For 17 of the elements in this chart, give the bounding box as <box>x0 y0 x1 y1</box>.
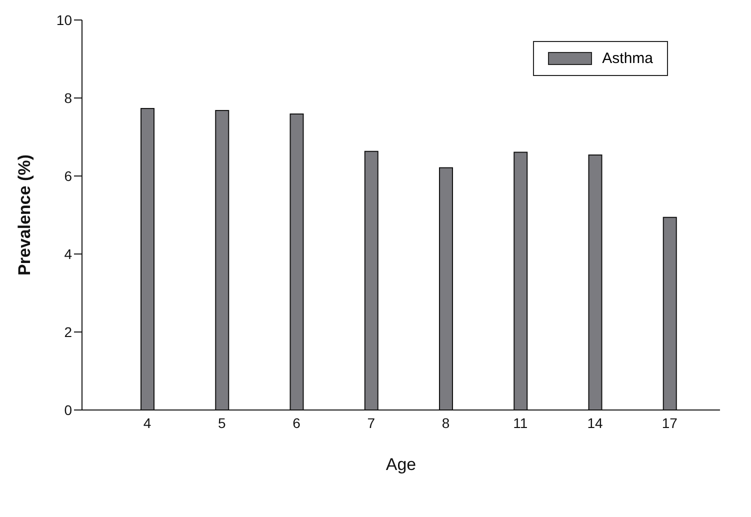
y-tick-label: 2 <box>64 324 72 340</box>
y-tick-label: 4 <box>64 246 72 262</box>
y-tick-label: 0 <box>64 402 72 418</box>
y-axis-title: Prevalence (%) <box>15 154 34 276</box>
y-tick-label: 10 <box>56 12 72 28</box>
y-tick-label: 6 <box>64 168 72 184</box>
x-tick-label: 6 <box>292 414 301 431</box>
x-tick-label: 7 <box>367 414 376 431</box>
y-tick-label: 8 <box>64 90 72 106</box>
x-tick-label: 14 <box>587 414 604 431</box>
x-axis-title: Age <box>386 455 416 474</box>
x-tick-label: 17 <box>662 414 678 431</box>
x-tick-label: 11 <box>513 414 528 431</box>
legend-label: Asthma <box>602 50 653 67</box>
x-tick-label: 4 <box>143 414 152 431</box>
x-tick-label: 8 <box>442 414 450 431</box>
x-tick-label: 5 <box>218 414 226 431</box>
